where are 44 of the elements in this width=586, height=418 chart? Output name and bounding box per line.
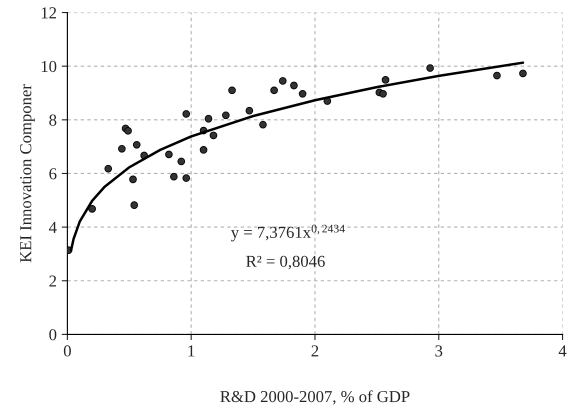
- point: [246, 106, 254, 115]
- point: [132, 140, 141, 149]
- point: [88, 205, 96, 213]
- y-axis-title: KEI Innovation Componer: [20, 84, 35, 262]
- point: [298, 90, 306, 98]
- point: [519, 70, 527, 78]
- annotation: y = 7,3761x$^{0,2434}$: [231, 224, 345, 242]
- point: [177, 158, 186, 166]
- y-tick-label: 12: [42, 7, 56, 18]
- y-tick-label: 6: [49, 168, 56, 180]
- point: [228, 86, 236, 94]
- point: [379, 90, 387, 98]
- annotation: R² = 0,8046: [246, 256, 325, 270]
- point: [278, 77, 287, 85]
- point: [104, 164, 112, 172]
- point: [290, 82, 298, 90]
- point: [426, 64, 434, 72]
- point: [204, 114, 212, 123]
- x-tick-label: 2: [312, 345, 318, 356]
- point: [130, 201, 138, 209]
- x-axis-title: R&D 2000-2007, % of GDP: [220, 390, 410, 405]
- y-tick-label: 8: [49, 114, 56, 126]
- point: [210, 132, 218, 140]
- point: [222, 111, 230, 120]
- x-tick-label: 3: [435, 345, 442, 357]
- point: [165, 150, 173, 158]
- y-tick-label: 0: [49, 329, 56, 340]
- point: [124, 127, 132, 135]
- y-tick-label: 4: [48, 222, 57, 233]
- point: [259, 120, 267, 128]
- point: [493, 72, 501, 80]
- point: [182, 174, 190, 182]
- y-tick-label: 2: [49, 276, 56, 287]
- point: [200, 146, 208, 154]
- point: [129, 176, 137, 184]
- point: [170, 172, 178, 181]
- point: [270, 86, 278, 94]
- x-tick-label: 4: [558, 345, 566, 356]
- x-tick-label: 1: [188, 345, 194, 356]
- point: [118, 144, 126, 153]
- y-tick-label: 10: [42, 60, 56, 72]
- point: [182, 110, 190, 118]
- x-tick-label: 0: [64, 345, 71, 357]
- point: [382, 76, 390, 84]
